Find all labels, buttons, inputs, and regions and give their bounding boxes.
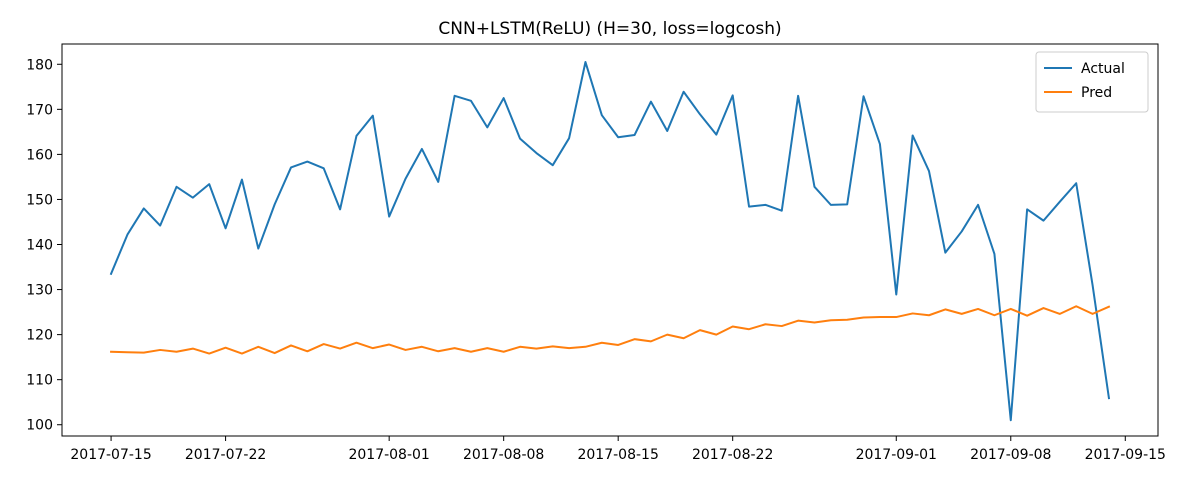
x-tick-label: 2017-08-22 — [692, 447, 773, 463]
y-tick-label: 120 — [26, 328, 53, 344]
x-tick-label: 2017-08-15 — [577, 447, 658, 463]
y-tick-label: 110 — [26, 373, 53, 389]
axes-frame — [61, 43, 1159, 437]
legend-label-actual: Actual — [1081, 61, 1125, 77]
y-tick-label: 160 — [26, 147, 53, 163]
series-line-pred — [110, 305, 1111, 355]
y-tick-label: 130 — [26, 283, 53, 299]
axes: 100 110 120 130 140 150 160 170 180 2017-07-15 201… — [26, 43, 1166, 463]
y-tick-label: 180 — [26, 57, 53, 73]
y-tick-label: 170 — [26, 102, 53, 118]
x-tick-label: 2017-09-08 — [970, 447, 1051, 463]
legend-label-pred: Pred — [1081, 85, 1112, 101]
plot-area — [109, 61, 1111, 422]
series-line-actual — [109, 61, 1111, 422]
y-tick-label: 140 — [26, 238, 53, 254]
y-tick-label: 150 — [26, 192, 53, 208]
legend: Actual Pred — [1035, 51, 1149, 113]
x-tick-label: 2017-08-01 — [348, 447, 429, 463]
x-tick-label: 2017-07-15 — [70, 447, 151, 463]
chart-title: CNN+LSTM(ReLU) (H=30, loss=logcosh) — [438, 19, 781, 39]
x-tick-label: 2017-09-15 — [1085, 447, 1166, 463]
y-tick-label: 100 — [26, 418, 53, 434]
x-tick-label: 2017-09-01 — [856, 447, 937, 463]
x-tick-label: 2017-07-22 — [185, 447, 266, 463]
x-tick-label: 2017-08-08 — [463, 447, 544, 463]
